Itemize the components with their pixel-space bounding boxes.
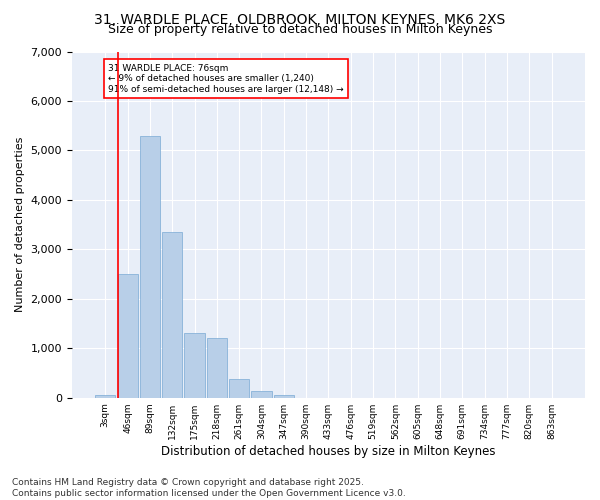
Bar — [229, 379, 249, 398]
Bar — [251, 392, 272, 398]
Bar — [118, 274, 137, 398]
Text: 31, WARDLE PLACE, OLDBROOK, MILTON KEYNES, MK6 2XS: 31, WARDLE PLACE, OLDBROOK, MILTON KEYNE… — [94, 12, 506, 26]
Bar — [184, 334, 205, 398]
Bar — [162, 232, 182, 398]
Bar — [207, 338, 227, 398]
Text: Contains HM Land Registry data © Crown copyright and database right 2025.
Contai: Contains HM Land Registry data © Crown c… — [12, 478, 406, 498]
Text: 31 WARDLE PLACE: 76sqm
← 9% of detached houses are smaller (1,240)
91% of semi-d: 31 WARDLE PLACE: 76sqm ← 9% of detached … — [108, 64, 344, 94]
Y-axis label: Number of detached properties: Number of detached properties — [15, 137, 25, 312]
Bar — [274, 395, 294, 398]
Bar — [140, 136, 160, 398]
Bar — [95, 395, 115, 398]
Text: Size of property relative to detached houses in Milton Keynes: Size of property relative to detached ho… — [108, 24, 492, 36]
X-axis label: Distribution of detached houses by size in Milton Keynes: Distribution of detached houses by size … — [161, 444, 496, 458]
